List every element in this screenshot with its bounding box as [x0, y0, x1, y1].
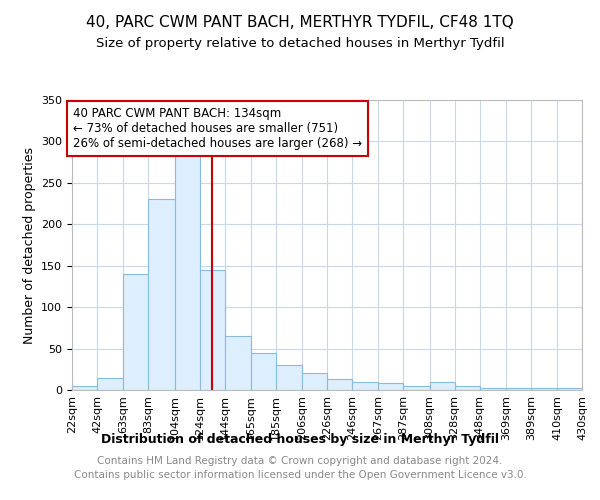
Text: Distribution of detached houses by size in Merthyr Tydfil: Distribution of detached houses by size …	[101, 432, 499, 446]
Bar	[430, 382, 455, 390]
Text: 40, PARC CWM PANT BACH, MERTHYR TYDFIL, CF48 1TQ: 40, PARC CWM PANT BACH, MERTHYR TYDFIL, …	[86, 15, 514, 30]
Text: Size of property relative to detached houses in Merthyr Tydfil: Size of property relative to detached ho…	[95, 38, 505, 51]
Bar	[123, 274, 148, 390]
Bar	[251, 352, 276, 390]
Bar	[455, 386, 479, 390]
Bar	[327, 379, 352, 390]
Bar	[557, 388, 582, 390]
Bar	[199, 270, 224, 390]
Text: 40 PARC CWM PANT BACH: 134sqm
← 73% of detached houses are smaller (751)
26% of : 40 PARC CWM PANT BACH: 134sqm ← 73% of d…	[73, 106, 362, 150]
Y-axis label: Number of detached properties: Number of detached properties	[23, 146, 35, 344]
Bar	[506, 388, 531, 390]
Bar	[175, 154, 199, 390]
Text: Contains HM Land Registry data © Crown copyright and database right 2024.
Contai: Contains HM Land Registry data © Crown c…	[74, 456, 526, 480]
Bar	[378, 384, 403, 390]
Bar	[224, 336, 251, 390]
Bar	[276, 365, 302, 390]
Bar	[403, 386, 430, 390]
Bar	[352, 382, 378, 390]
Bar	[479, 388, 506, 390]
Bar	[148, 200, 175, 390]
Bar	[97, 378, 123, 390]
Bar	[72, 386, 97, 390]
Bar	[531, 388, 557, 390]
Bar	[302, 374, 327, 390]
